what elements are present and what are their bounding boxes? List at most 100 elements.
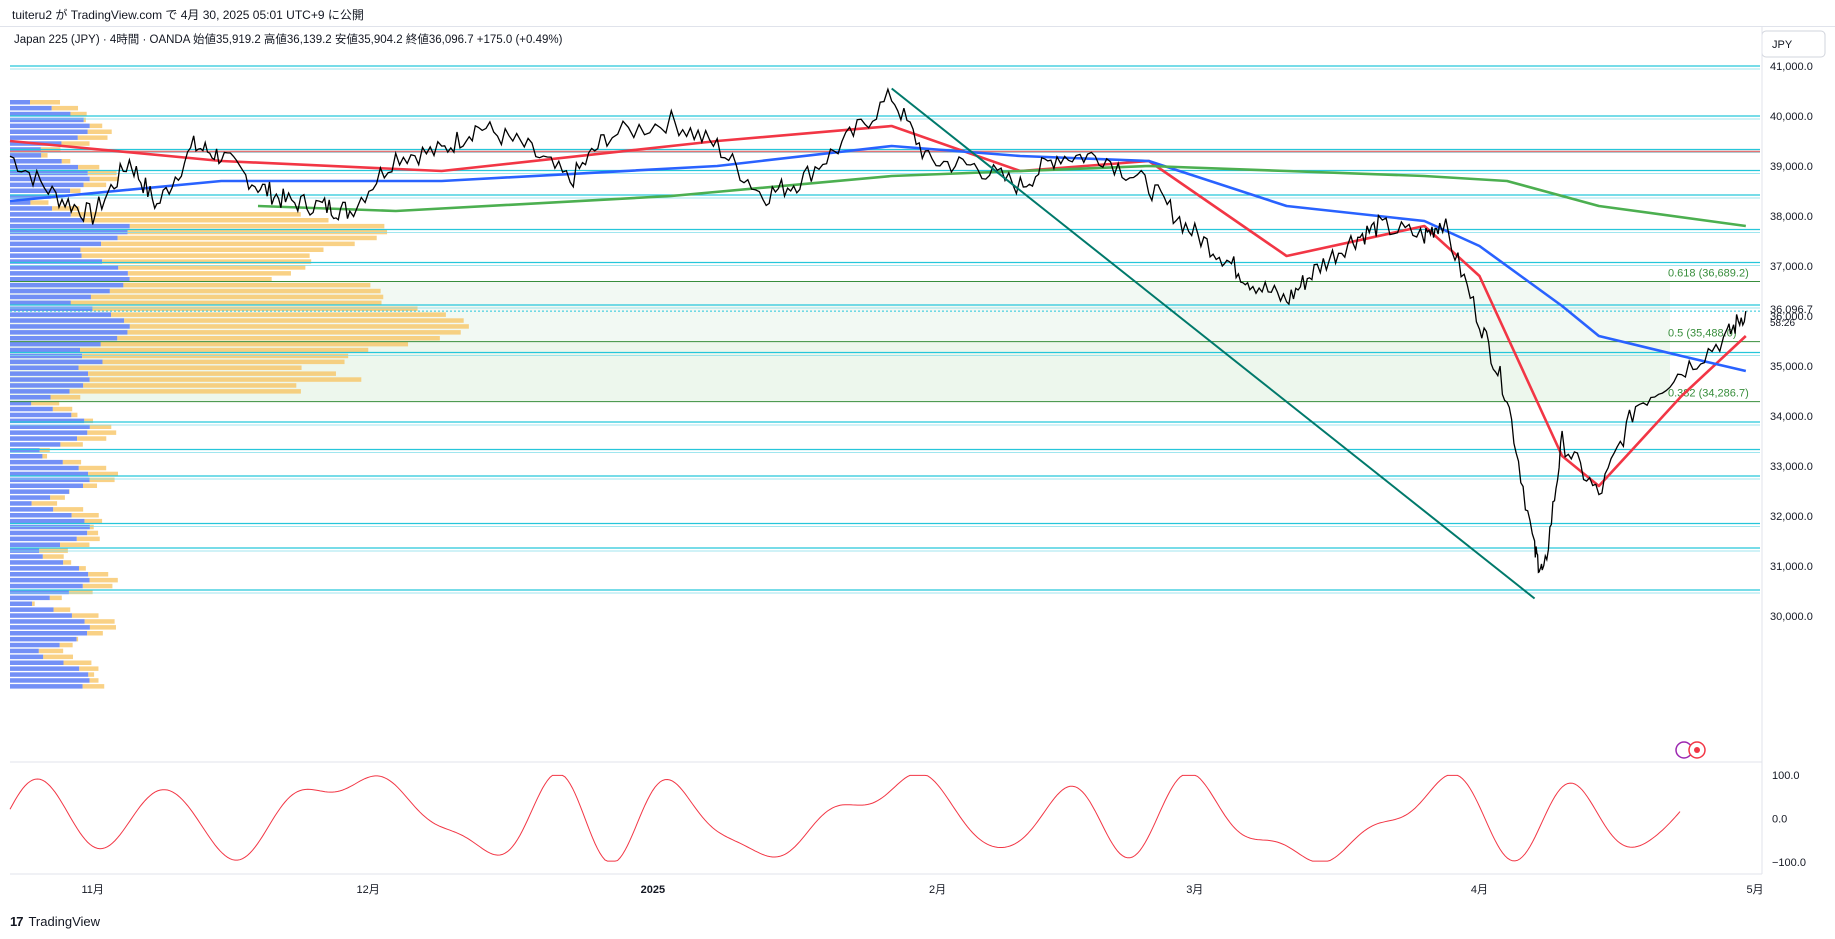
volume-bar-blue <box>10 247 81 252</box>
ema-short-line <box>9 124 1747 488</box>
price-tick-label: 38,000.0 <box>1770 211 1813 223</box>
volume-bar-blue <box>10 418 85 424</box>
volume-bar-blue <box>10 678 90 683</box>
volume-bar-blue <box>10 471 89 477</box>
volume-bar-blue <box>10 235 118 241</box>
volume-bar-blue <box>10 306 93 311</box>
time-tick-label: 3月 <box>1186 884 1203 896</box>
volume-bar-orange <box>52 406 73 412</box>
volume-bar-blue <box>10 229 128 235</box>
volume-bar-orange <box>84 619 115 624</box>
volume-bar-orange <box>53 507 84 512</box>
volume-bar-orange <box>70 300 382 306</box>
tradingview-logo-icon: 17 <box>10 914 24 929</box>
volume-bar-orange <box>78 365 302 370</box>
volume-bar-blue <box>10 495 51 500</box>
fib-level-label: 0.5 (35,488.0) <box>1668 328 1737 340</box>
oscillator-tick-label: −100.0 <box>1772 857 1806 869</box>
volume-bar-orange <box>109 288 381 294</box>
volume-bar-orange <box>89 377 362 382</box>
volume-bar-orange <box>129 324 469 329</box>
volume-bar-blue <box>10 595 50 601</box>
volume-bar-blue <box>10 341 101 347</box>
volume-bar-blue <box>10 206 53 211</box>
volume-bar-orange <box>76 536 100 542</box>
time-tick-label: 11月 <box>81 884 103 896</box>
volume-bar-blue <box>10 636 77 642</box>
volume-bar-orange <box>63 560 72 565</box>
price-tick-label: 37,000.0 <box>1770 261 1813 273</box>
volume-bar-blue <box>10 642 60 648</box>
volume-bar-blue <box>10 300 71 306</box>
volume-bar-blue <box>10 336 118 341</box>
volume-bar-blue <box>10 660 64 665</box>
volume-bar-orange <box>127 330 461 335</box>
volume-bar-orange <box>129 223 385 229</box>
time-tick-label: 12月 <box>357 884 380 896</box>
volume-bar-orange <box>127 229 388 235</box>
ema-mid-line <box>9 144 1747 373</box>
volume-bar-orange <box>89 176 120 182</box>
volume-bar-orange <box>89 524 94 530</box>
volume-bar-orange <box>89 123 103 129</box>
volume-bar-blue <box>10 105 52 111</box>
volume-bar-orange <box>69 389 301 394</box>
volume-bar-blue <box>10 111 71 117</box>
volume-bar-blue <box>10 123 90 129</box>
volume-bar-orange <box>129 277 272 282</box>
volume-bar-orange <box>71 613 99 618</box>
oscillator-tick-label: 100.0 <box>1772 770 1800 782</box>
volume-bar-blue <box>10 100 30 105</box>
volume-bar-orange <box>53 607 71 612</box>
volume-bar-blue <box>10 483 83 488</box>
volume-bar-blue <box>10 383 84 388</box>
price-line <box>9 87 1747 574</box>
volume-bar-blue <box>10 672 89 677</box>
volume-bar-blue <box>10 412 72 418</box>
volume-bar-blue <box>10 607 54 612</box>
volume-bar-orange <box>80 247 324 252</box>
volume-bar-blue <box>10 347 81 353</box>
volume-bar-orange <box>76 636 79 642</box>
volume-bar-orange <box>88 672 95 677</box>
volume-bar-orange <box>61 159 71 164</box>
volume-bar-orange <box>89 424 112 429</box>
volume-bar-orange <box>42 454 48 459</box>
volume-bar-orange <box>81 253 310 258</box>
volume-bar-blue <box>10 200 31 205</box>
volume-bar-blue <box>10 135 78 140</box>
volume-bar-blue <box>10 477 90 483</box>
volume-bar-orange <box>60 542 90 547</box>
volume-bar-orange <box>84 518 103 524</box>
volume-bar-blue <box>10 318 125 323</box>
volume-bar-orange <box>102 359 345 365</box>
volume-bar-orange <box>49 595 62 601</box>
volume-bar-blue <box>10 395 51 400</box>
volume-bar-blue <box>10 353 83 359</box>
volume-bar-blue <box>10 631 88 636</box>
volume-bar-blue <box>10 218 84 223</box>
volume-bar-blue <box>10 159 62 164</box>
volume-bar-blue <box>10 294 91 300</box>
time-tick-label: 2025 <box>641 884 665 896</box>
volume-bar-blue <box>10 601 33 606</box>
volume-bar-orange <box>71 513 99 518</box>
volume-bar-orange <box>50 495 65 500</box>
volume-bar-orange <box>89 577 118 583</box>
volume-bar-orange <box>82 483 98 488</box>
volume-bar-blue <box>10 501 32 506</box>
price-tick-label: 36,000.0 <box>1770 311 1813 323</box>
price-tick-label: 30,000.0 <box>1770 611 1813 623</box>
volume-bar-blue <box>10 153 42 158</box>
volume-bar-blue <box>10 277 130 282</box>
volume-bar-blue <box>10 554 43 559</box>
volume-bar-blue <box>10 524 90 530</box>
volume-bar-orange <box>124 318 464 323</box>
volume-bar-orange <box>87 170 117 176</box>
tradingview-brand[interactable]: 17 TradingView <box>10 914 100 929</box>
volume-bar-orange <box>92 306 418 311</box>
volume-bar-blue <box>10 666 80 671</box>
volume-bar-orange <box>82 684 105 689</box>
volume-bar-blue <box>10 625 90 630</box>
